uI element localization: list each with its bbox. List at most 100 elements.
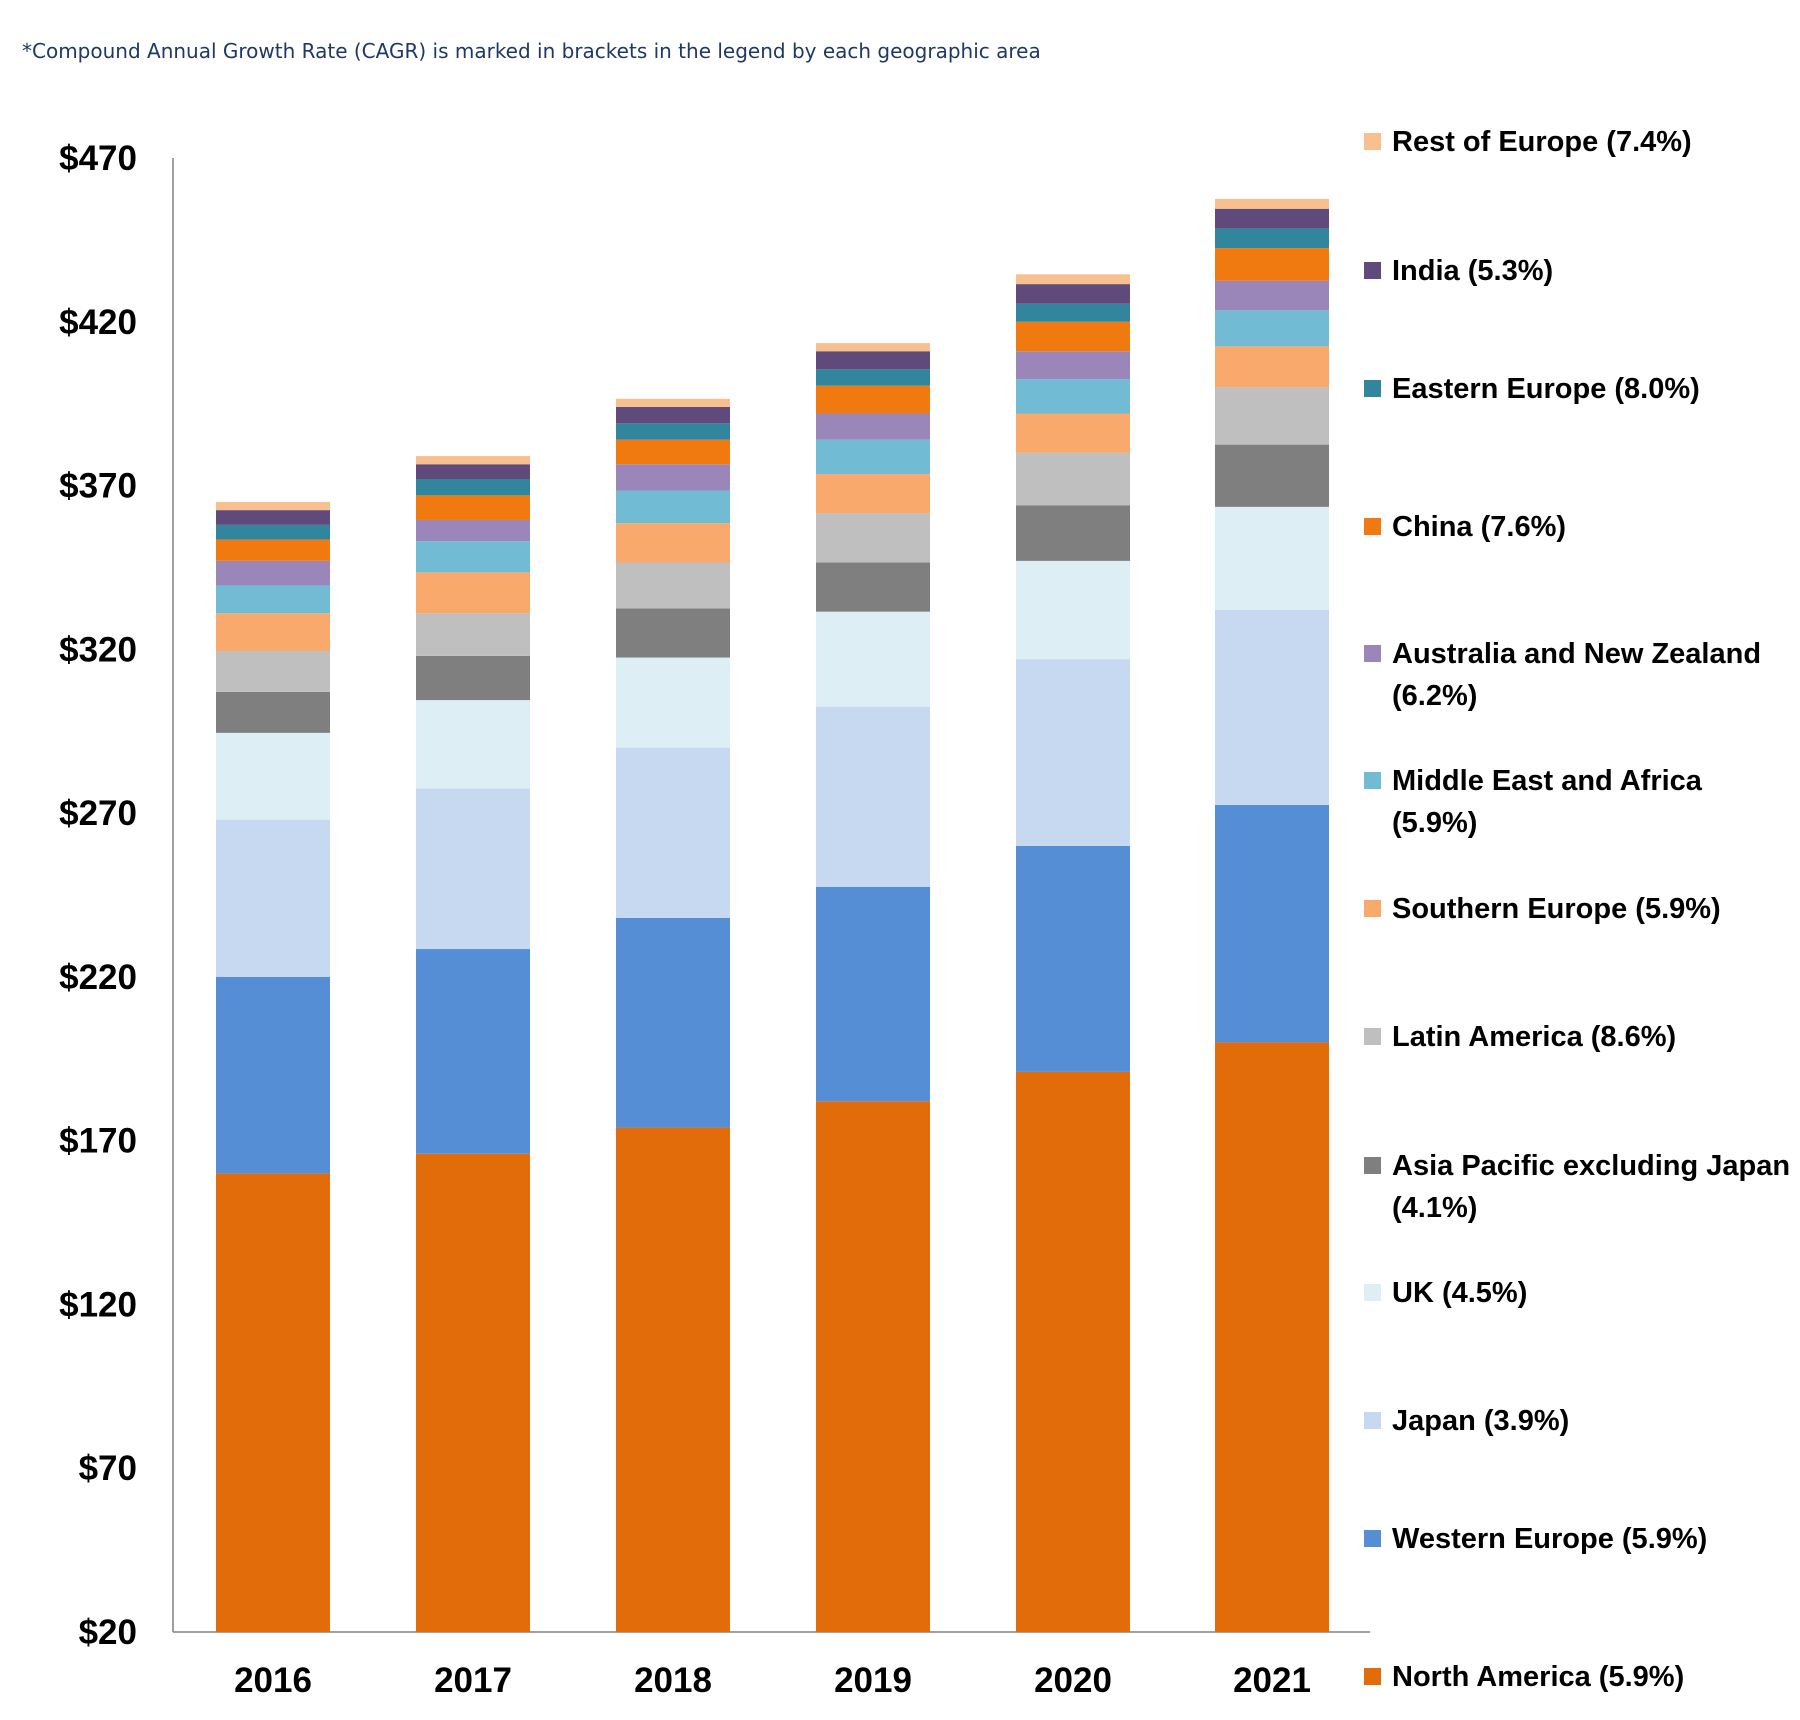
bar-segment: [1016, 1072, 1130, 1632]
legend-label: Australia and New Zealand (6.2%): [1392, 638, 1761, 712]
legend-swatch: [1364, 1284, 1381, 1301]
bar-segment: [1016, 659, 1130, 846]
bar-segment: [616, 464, 730, 490]
bar-segment: [416, 789, 530, 950]
bar-segment: [816, 887, 930, 1102]
cagr-note: *Compound Annual Growth Rate (CAGR) is m…: [22, 39, 1041, 63]
y-tick-label: $120: [59, 1285, 137, 1324]
legend-swatch: [1364, 1157, 1381, 1174]
bar-segment: [216, 651, 330, 692]
bar-segment: [1016, 274, 1130, 284]
y-axis-ticks: $20 $70 $120 $170 $220 $270 $320 $370 $420 $470: [59, 139, 137, 1652]
bar-segment: [416, 495, 530, 520]
bar-segment: [1215, 387, 1329, 444]
bar-segment: [816, 513, 930, 562]
legend-label: China (7.6%): [1392, 511, 1566, 543]
legend-swatch: [1364, 900, 1381, 917]
x-tick-label: 2016: [234, 1661, 312, 1700]
y-tick-label: $20: [79, 1613, 137, 1652]
bar-segment: [1016, 846, 1130, 1072]
bar-segment: [416, 456, 530, 464]
y-tick-label: $420: [59, 303, 137, 342]
bar-segment: [416, 656, 530, 700]
legend-label: UK (4.5%): [1392, 1277, 1527, 1309]
legend-label: Asia Pacific excluding Japan (4.1%): [1392, 1150, 1790, 1224]
bar-segment: [216, 692, 330, 733]
bar-segment: [816, 369, 930, 385]
bar-segment: [416, 700, 530, 788]
y-tick-label: $70: [79, 1449, 137, 1488]
bar-segment: [416, 572, 530, 613]
legend-swatch: [1364, 645, 1381, 662]
bar-segment: [416, 541, 530, 572]
bar-segment: [1215, 610, 1329, 805]
bar-segment: [1215, 209, 1329, 229]
bar-segment: [1016, 505, 1130, 561]
x-axis-ticks: 2016 2017 2018 2019 2020 2021: [234, 1661, 1311, 1700]
legend-swatch: [1364, 380, 1381, 397]
bar-segment: [816, 351, 930, 369]
bar-segment: [616, 563, 730, 609]
bar-segment: [616, 658, 730, 748]
legend-label: Eastern Europe (8.0%): [1392, 373, 1700, 405]
bar-segment: [216, 585, 330, 613]
bar-stacks: [216, 199, 1329, 1632]
bar-segment: [616, 490, 730, 523]
bar-segment: [1215, 507, 1329, 610]
bar-segment: [816, 386, 930, 414]
bar-segment: [816, 474, 930, 513]
y-tick-label: $220: [59, 958, 137, 997]
bar-segment: [416, 613, 530, 656]
bar-segment: [1016, 379, 1130, 413]
y-tick-label: $270: [59, 794, 137, 833]
legend-swatch: [1364, 1530, 1381, 1547]
bar-segment: [616, 1128, 730, 1632]
bar-segment: [816, 563, 930, 612]
bar-segment: [1215, 228, 1329, 248]
bar-segment: [616, 440, 730, 465]
bar-segment: [1016, 561, 1130, 659]
bar-segment: [1016, 322, 1130, 351]
bar-segment: [216, 502, 330, 510]
legend-swatch: [1364, 1668, 1381, 1685]
bar-segment: [416, 479, 530, 495]
legend-label: Southern Europe (5.9%): [1392, 893, 1721, 925]
y-tick-label: $170: [59, 1122, 137, 1161]
bar-segment: [616, 523, 730, 562]
legend-swatch: [1364, 772, 1381, 789]
bar-segment: [1215, 445, 1329, 507]
bar-segment: [1016, 453, 1130, 505]
x-tick-label: 2017: [434, 1661, 512, 1700]
bar-segment: [616, 423, 730, 439]
legend-label: Latin America (8.6%): [1392, 1021, 1676, 1053]
bar-segment: [816, 440, 930, 474]
bar-segment: [216, 510, 330, 525]
legend-swatch: [1364, 1412, 1381, 1429]
bar-segment: [216, 820, 330, 977]
bar-segment: [216, 1173, 330, 1632]
bar-segment: [1215, 805, 1329, 1042]
legend-swatch: [1364, 518, 1381, 535]
bar-segment: [216, 561, 330, 586]
x-tick-label: 2020: [1034, 1661, 1112, 1700]
bar-segment: [1215, 346, 1329, 387]
bar-segment: [616, 407, 730, 423]
chart-axes: [173, 158, 1370, 1632]
bar-segment: [1215, 248, 1329, 281]
y-tick-label: $370: [59, 467, 137, 506]
bar-segment: [616, 608, 730, 657]
bar-segment: [216, 977, 330, 1174]
bar-segment: [1215, 281, 1329, 310]
bar-segment: [816, 413, 930, 439]
bar-segment: [816, 612, 930, 707]
legend-swatch: [1364, 1028, 1381, 1045]
legend-label: India (5.3%): [1392, 255, 1553, 287]
bar-segment: [816, 343, 930, 351]
stacked-bar-chart: *Compound Annual Growth Rate (CAGR) is m…: [0, 0, 1800, 1720]
bar-segment: [1016, 413, 1130, 452]
bar-segment: [1215, 1042, 1329, 1632]
x-tick-label: 2021: [1233, 1661, 1311, 1700]
legend-swatch: [1364, 262, 1381, 279]
x-tick-label: 2019: [834, 1661, 912, 1700]
bar-segment: [416, 520, 530, 541]
